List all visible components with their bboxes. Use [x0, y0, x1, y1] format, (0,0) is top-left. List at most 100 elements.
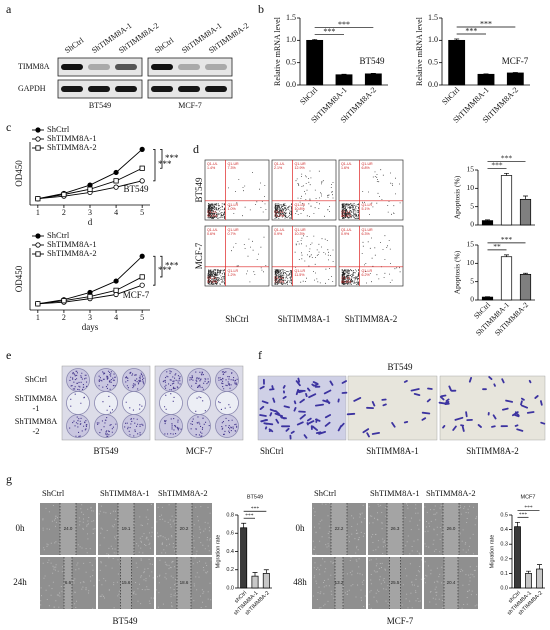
- quadrant-name: Q1-UL: [207, 228, 218, 232]
- marker: [139, 282, 145, 288]
- wound-width: 25.5: [391, 580, 400, 585]
- band: [178, 64, 200, 70]
- y-tick-label: 0.5: [428, 57, 438, 66]
- band: [151, 86, 173, 92]
- significance-bracket: [160, 148, 163, 169]
- quadrant-name: Q1-UL: [207, 162, 218, 166]
- quadrant-name: Q1-UL: [341, 162, 352, 166]
- y-tick-label: 0.3: [500, 542, 508, 548]
- legend-marker: [35, 242, 41, 248]
- error-bar: [241, 522, 247, 528]
- y-axis-label: Apoptosis (%): [453, 175, 462, 219]
- quadrant-name: Q1-LR: [294, 203, 305, 207]
- significance-label: **: [493, 242, 501, 251]
- legend-label: ShTIMM8A-1: [47, 133, 97, 143]
- quadrant-name: Q1-UR: [361, 228, 373, 232]
- quadrant-name: Q1-LL: [341, 210, 351, 214]
- y-tick-label: 0.0: [226, 585, 234, 591]
- legend-label: ShTIMM8A-2: [47, 248, 97, 258]
- band: [178, 86, 200, 92]
- x-tick-label: 5: [140, 208, 144, 217]
- quadrant-percent: 0.9%: [341, 232, 350, 236]
- legend-marker: [35, 136, 41, 142]
- column-label: ShTIMM8A-2: [466, 446, 519, 456]
- quadrant-name: Q1-UR: [294, 228, 306, 232]
- quadrant-percent: 86.6%: [341, 280, 352, 284]
- wound-width: 20.2: [180, 526, 189, 531]
- texture: [42, 504, 96, 555]
- band: [88, 86, 110, 92]
- quadrant-percent: 0.6%: [207, 232, 216, 236]
- well: [215, 391, 239, 415]
- wound-gap: [387, 503, 403, 555]
- bar: [506, 72, 524, 86]
- wound-edge: [176, 557, 192, 609]
- error-bar: [537, 564, 542, 570]
- significance-label: ***: [480, 19, 492, 28]
- colonies: [218, 371, 238, 390]
- significance-bracket: [160, 255, 163, 278]
- y-tick-label: 10: [467, 258, 475, 267]
- band: [88, 64, 110, 70]
- y-tick-label: 0.0: [500, 585, 508, 591]
- x-tick-label: 4: [114, 313, 118, 322]
- x-axis-label: d: [88, 217, 93, 227]
- quadrant-percent: 1.2%: [227, 273, 236, 277]
- column-label: ShTIMM8A-1: [278, 314, 331, 324]
- marker: [139, 253, 145, 259]
- error-bar: [515, 521, 520, 527]
- quadrant-name: Q1-LL: [207, 276, 217, 280]
- bar: [364, 73, 382, 86]
- column-label: ShTIMM8A-2: [345, 314, 398, 324]
- y-tick-label: 0.0: [428, 80, 438, 89]
- column-label: ShTIMM8A-1: [366, 446, 419, 456]
- marker: [87, 182, 93, 188]
- x-tick-label: 2: [62, 208, 66, 217]
- quadrant-name: Q1-UL: [274, 162, 285, 166]
- time-label: 48h: [293, 577, 307, 587]
- wound-edge: [386, 503, 404, 555]
- chart-title: BT549: [359, 56, 385, 66]
- well: [187, 414, 211, 438]
- panel-letter: d: [193, 142, 199, 156]
- quadrant-percent: 0.7%: [227, 232, 236, 236]
- cells: [346, 380, 433, 438]
- texture: [312, 503, 366, 555]
- texture: [312, 557, 366, 609]
- significance-label: ***: [338, 20, 350, 29]
- colonies: [189, 371, 210, 390]
- legend-marker: [35, 127, 41, 133]
- significance-label: ***: [491, 161, 503, 170]
- quadrant-name: Q1-LR: [361, 269, 372, 273]
- column-label: ShTIMM8A-2: [158, 488, 208, 498]
- bar: [481, 296, 494, 301]
- colonies: [221, 417, 238, 435]
- protein-label: GAPDH: [18, 84, 46, 93]
- bar: [536, 568, 543, 589]
- flow-plot: [271, 225, 337, 287]
- time-label: 24h: [13, 577, 27, 587]
- colonies: [162, 370, 181, 391]
- wound-gap: [60, 503, 76, 555]
- flow-plot: [204, 225, 270, 287]
- y-tick-label: 15: [467, 240, 475, 249]
- column-label: ShCtrl: [314, 488, 337, 498]
- marker: [113, 287, 119, 293]
- chart-title: MCF-7: [123, 290, 150, 300]
- quadrant-name: Q1-UR: [294, 162, 306, 166]
- bar: [306, 39, 324, 86]
- y-tick-label: 1.5: [428, 13, 438, 22]
- y-tick-label: 5: [470, 276, 474, 285]
- texture: [368, 503, 421, 555]
- colonies: [70, 393, 85, 407]
- wound-edge: [120, 557, 132, 609]
- y-tick-label: 1.5: [286, 13, 296, 22]
- significance-label: ***: [323, 27, 335, 36]
- row-label: -1: [32, 403, 39, 413]
- wound-width: 18.6: [180, 580, 189, 585]
- error-bar: [252, 572, 258, 577]
- wound-width: 15.6: [122, 580, 131, 585]
- marker: [139, 146, 145, 152]
- row-label: -2: [32, 426, 39, 436]
